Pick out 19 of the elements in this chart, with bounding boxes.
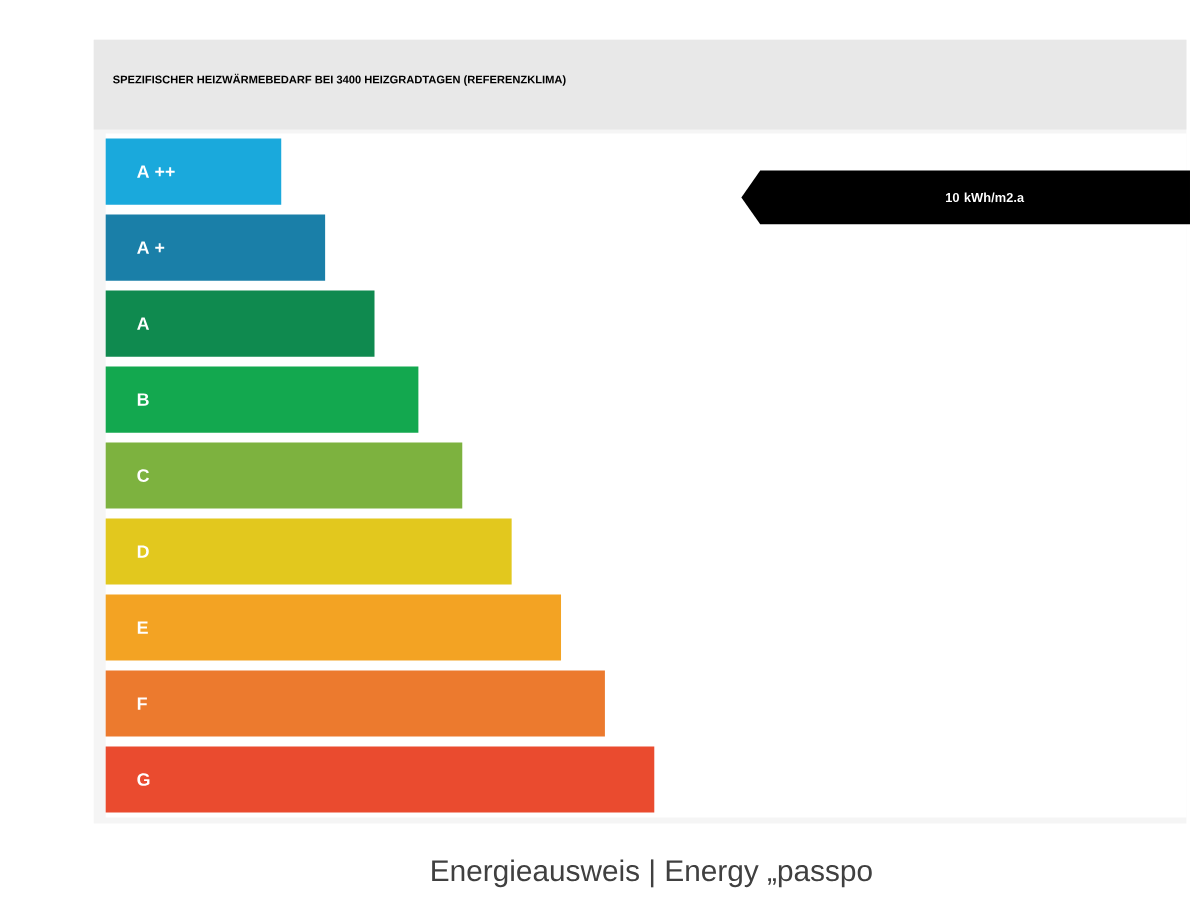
bar <box>105 442 463 509</box>
bar <box>105 366 419 433</box>
bar <box>105 518 512 585</box>
bar <box>105 670 605 737</box>
y-tick-label: A ++ <box>137 165 175 179</box>
y-tick-label: D <box>137 545 149 559</box>
bar <box>105 746 655 813</box>
text: Energieausweis | Energy „passpo <box>432 859 872 888</box>
y-tick-label: A + <box>137 241 165 255</box>
y-tick-label: C <box>137 469 150 483</box>
y-tick-label: B <box>137 393 149 407</box>
y-tick-label: E <box>137 621 148 635</box>
bar <box>105 214 326 282</box>
y-tick-label: A <box>137 317 150 331</box>
bar <box>105 290 375 358</box>
y-tick-label: G <box>137 773 150 787</box>
bar <box>105 594 562 661</box>
bar <box>105 138 282 206</box>
y-tick-label: F <box>137 697 147 711</box>
